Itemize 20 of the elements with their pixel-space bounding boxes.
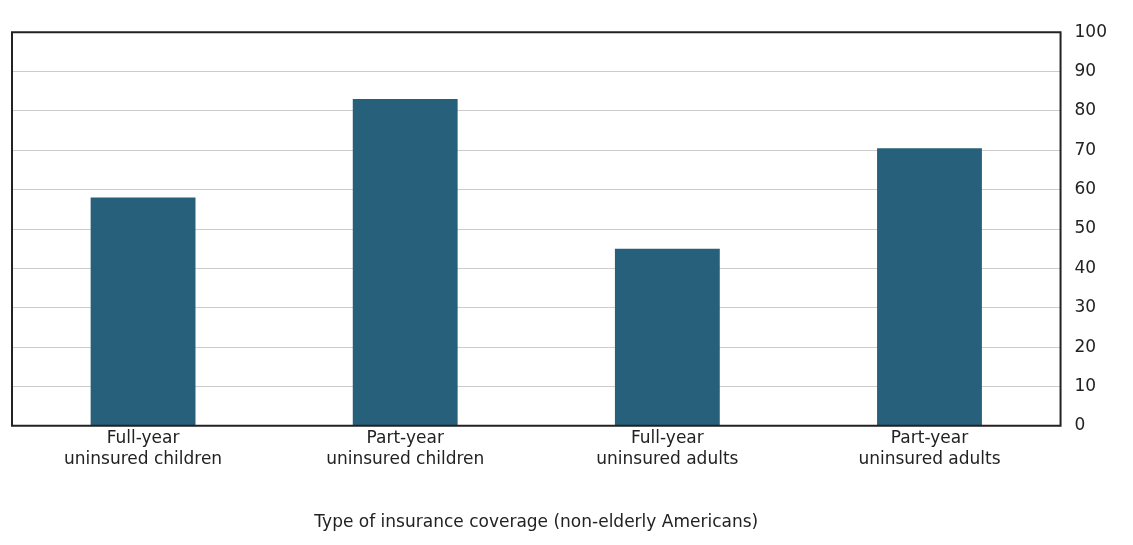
y-tick-label: 40: [1074, 256, 1097, 277]
y-tick-label: 80: [1074, 99, 1097, 120]
x-tick-label: Full-year uninsured children: [63, 427, 223, 468]
y-tick-label: 0: [1074, 414, 1086, 435]
x-axis-title: Type of insurance coverage (non-elderly Americans): [313, 511, 759, 532]
x-tick-label: Part-year uninsured adults: [858, 427, 1001, 468]
y-tick-label: 90: [1074, 59, 1097, 80]
y-tick-label: 30: [1074, 296, 1097, 317]
x-tick-label: Part-year uninsured children: [326, 427, 485, 468]
y-tick-label: 70: [1074, 138, 1097, 159]
y-tick-label: 10: [1074, 374, 1097, 395]
bar: [90, 197, 196, 426]
y-tick-label: 100: [1074, 20, 1108, 41]
y-tick-label: 20: [1074, 335, 1097, 356]
bar: [614, 248, 720, 426]
y-tick-label: 50: [1074, 217, 1097, 238]
bar: [877, 148, 982, 426]
bar: [352, 99, 458, 426]
x-tick-label: Full-year uninsured adults: [596, 427, 739, 468]
y-tick-label: 60: [1074, 178, 1097, 199]
